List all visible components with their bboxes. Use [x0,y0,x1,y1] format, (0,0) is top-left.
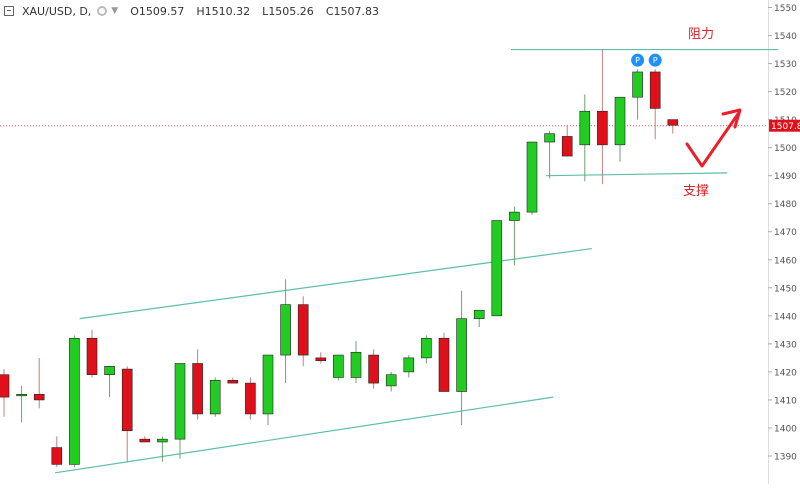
chevron-down-icon[interactable]: ▼ [111,6,119,16]
price-axis[interactable] [768,0,800,484]
collapse-icon[interactable] [4,6,14,16]
candle[interactable] [245,382,256,415]
price-tick-label: 1490 [774,172,797,182]
price-tick-label: 1450 [774,284,797,294]
pivot-marker-label: P [653,56,658,65]
candle[interactable] [33,394,45,401]
candle[interactable] [297,304,309,356]
candle[interactable] [157,438,168,443]
price-tick-label: 1430 [774,340,797,350]
candle[interactable] [667,119,679,126]
last-price-label: 1507.83 [771,122,800,132]
price-tick-label: 1540 [774,32,797,42]
candle[interactable] [544,133,555,143]
candle[interactable] [51,447,63,465]
candle[interactable] [16,394,27,397]
candle[interactable] [315,357,327,361]
settings-icon[interactable] [97,6,108,16]
candle[interactable] [227,379,239,384]
low-value: L1505.26 [262,4,314,18]
candle[interactable] [104,365,115,375]
price-tick-label: 1390 [774,452,797,462]
price-tick-label: 1400 [774,424,797,434]
candle[interactable] [350,351,362,378]
candle[interactable] [421,337,432,359]
price-tick-label: 1480 [774,200,797,210]
candle[interactable] [121,368,133,432]
candle[interactable] [69,337,80,465]
last-price-badge [769,119,800,132]
open-value: O1509.57 [130,4,185,18]
high-value: H1510.32 [196,4,251,18]
price-tick-label: 1460 [774,256,797,266]
candle[interactable] [139,438,151,443]
symbol-label[interactable]: XAU/USD, D, [22,4,92,18]
pivot-marker-label: P [635,56,640,65]
support-line[interactable] [546,172,728,177]
candle[interactable] [262,354,274,415]
resistance-label: 阻力 [688,27,714,42]
price-tick-label: 1520 [774,88,797,98]
chart-header: XAU/USD, D, ▼ O1509.57 H1510.32 L1505.26… [0,0,434,22]
candle[interactable] [491,220,503,317]
candle[interactable] [438,337,450,392]
pivot-marker[interactable] [648,53,662,67]
candle[interactable] [86,337,98,375]
candle[interactable] [0,374,10,398]
candle[interactable] [509,211,520,221]
channel-lower-line[interactable] [54,396,554,474]
price-tick-label: 1470 [774,228,797,238]
candle[interactable] [280,304,291,356]
candle[interactable] [649,71,661,109]
candle[interactable] [526,141,538,213]
candle[interactable] [614,96,626,146]
candle[interactable] [597,110,608,146]
candle[interactable] [403,357,415,373]
forecast-arrow[interactable] [685,112,740,168]
price-tick-label: 1530 [774,60,797,70]
channel-upper-line[interactable] [79,247,592,320]
price-tick-label: 1410 [774,396,797,406]
candle[interactable] [209,379,221,415]
price-tick-label: 1440 [774,312,797,322]
candle[interactable] [456,318,467,392]
close-value: C1507.83 [325,4,379,18]
support-label: 支撑 [683,184,709,199]
forecast-arrow-head [721,108,742,129]
candle[interactable] [561,136,573,157]
pivot-marker[interactable] [631,53,645,67]
candle[interactable] [368,354,379,384]
price-tick-label: 1420 [774,368,797,378]
candle[interactable] [174,363,186,440]
candle[interactable] [192,363,203,415]
candle[interactable] [632,71,643,98]
price-tick-label: 1500 [774,144,797,154]
price-tick-label: 1550 [774,4,797,14]
candle[interactable] [473,309,485,319]
candle[interactable] [579,110,591,146]
candle[interactable] [385,374,397,387]
candle[interactable] [333,354,344,378]
